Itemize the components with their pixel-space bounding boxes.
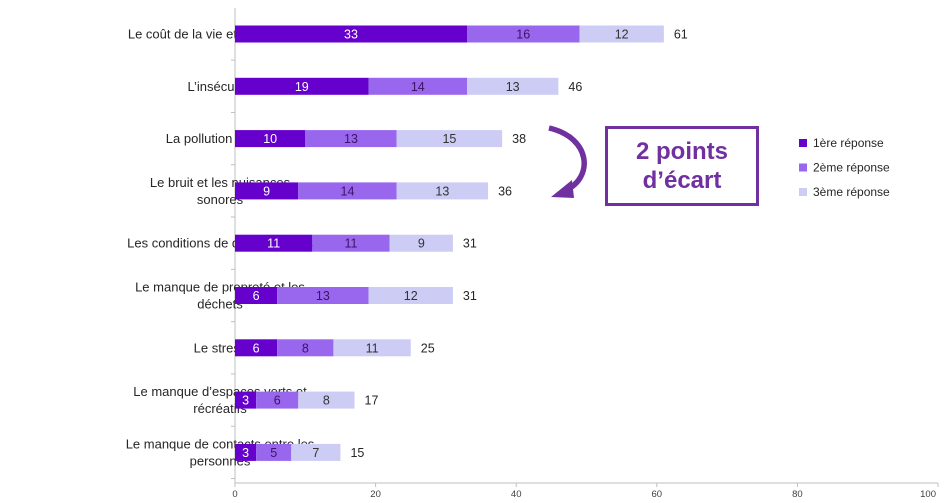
bar-value-label: 13 xyxy=(506,80,520,94)
legend-label: 3ème réponse xyxy=(813,185,890,199)
bar-segment xyxy=(396,130,503,148)
bar-segment xyxy=(235,182,299,200)
bar-value-label: 13 xyxy=(344,132,358,146)
bar-segment xyxy=(277,339,334,357)
bar-segment xyxy=(298,391,355,409)
bar-segment xyxy=(277,287,369,304)
bar-value-label: 11 xyxy=(366,341,379,355)
legend-label: 1ère réponse xyxy=(813,136,884,150)
bar-segment xyxy=(396,182,489,200)
bar-segment xyxy=(312,234,390,252)
annotation-arrowhead xyxy=(551,180,574,198)
bar-total-label: 46 xyxy=(568,80,582,94)
bar-segment xyxy=(235,130,306,148)
bar-segment xyxy=(298,182,397,200)
x-tick-label: 60 xyxy=(652,489,663,500)
bar-total-label: 36 xyxy=(498,184,512,198)
bar-value-label: 9 xyxy=(418,237,425,251)
bar-segment xyxy=(256,391,299,409)
bar-value-label: 33 xyxy=(344,28,358,42)
bar-value-label: 10 xyxy=(263,132,277,146)
bar-value-label: 14 xyxy=(341,184,355,198)
bar-value-label: 12 xyxy=(404,289,418,303)
bar-value-label: 5 xyxy=(270,446,277,460)
bar-value-label: 7 xyxy=(312,446,319,460)
bar-segment xyxy=(466,77,559,95)
x-tick-label: 80 xyxy=(792,489,803,500)
bar-segment xyxy=(579,25,664,43)
bar-segment xyxy=(389,234,453,252)
bar-value-label: 3 xyxy=(242,394,249,408)
bar-value-label: 16 xyxy=(516,28,530,42)
bar-value-label: 8 xyxy=(323,394,330,408)
x-tick-label: 40 xyxy=(511,489,522,500)
annotation-line1: 2 points xyxy=(635,138,728,165)
x-tick-label: 100 xyxy=(920,489,936,500)
annotation-arrow xyxy=(548,125,587,193)
bar-segment xyxy=(368,287,453,304)
x-tick-label: 0 xyxy=(232,489,237,500)
category-label: déchets xyxy=(197,297,243,312)
bar-segment xyxy=(235,391,257,409)
legend-swatch xyxy=(799,163,807,172)
bar-segment xyxy=(235,77,369,95)
bar-segment xyxy=(235,234,313,252)
x-tick-label: 20 xyxy=(370,489,381,500)
legend-swatch xyxy=(799,139,807,147)
bar-value-label: 13 xyxy=(316,289,330,303)
category-label: récréatifs xyxy=(193,401,247,416)
bar-value-label: 6 xyxy=(253,341,260,355)
bar-segment xyxy=(235,287,278,304)
annotation-callout: 2 points d’écart xyxy=(605,126,759,206)
bar-value-label: 11 xyxy=(267,237,280,251)
annotation-line2: d’écart xyxy=(642,167,722,194)
bar-total-label: 38 xyxy=(512,132,526,146)
legend-label: 2ème réponse xyxy=(813,161,890,175)
category-label: Le stress xyxy=(194,340,247,355)
bar-value-label: 3 xyxy=(242,446,249,460)
bar-segment xyxy=(256,443,292,461)
bar-total-label: 17 xyxy=(365,394,379,408)
bar-value-label: 6 xyxy=(274,394,281,408)
bar-total-label: 25 xyxy=(421,341,435,355)
bar-value-label: 9 xyxy=(263,184,270,198)
legend-swatch xyxy=(799,188,807,196)
bar-value-label: 13 xyxy=(435,184,449,198)
bar-segment xyxy=(466,25,580,43)
bar-total-label: 15 xyxy=(350,446,364,460)
bar-segment xyxy=(333,339,411,357)
bar-segment xyxy=(368,77,467,95)
bar-total-label: 61 xyxy=(674,28,688,42)
bar-segment xyxy=(291,443,341,461)
bar-value-label: 14 xyxy=(411,80,425,94)
bar-value-label: 6 xyxy=(253,289,260,303)
bar-value-label: 19 xyxy=(295,80,309,94)
bar-value-label: 12 xyxy=(615,28,629,42)
bar-value-label: 11 xyxy=(345,237,358,251)
category-label: sonores xyxy=(197,192,244,207)
bar-segment xyxy=(235,25,467,43)
bar-segment xyxy=(235,443,257,461)
bar-segment xyxy=(305,130,397,148)
bar-value-label: 8 xyxy=(302,341,309,355)
bar-value-label: 15 xyxy=(442,132,456,146)
bar-total-label: 31 xyxy=(463,237,477,251)
bar-segment xyxy=(235,339,278,357)
bar-total-label: 31 xyxy=(463,289,477,303)
